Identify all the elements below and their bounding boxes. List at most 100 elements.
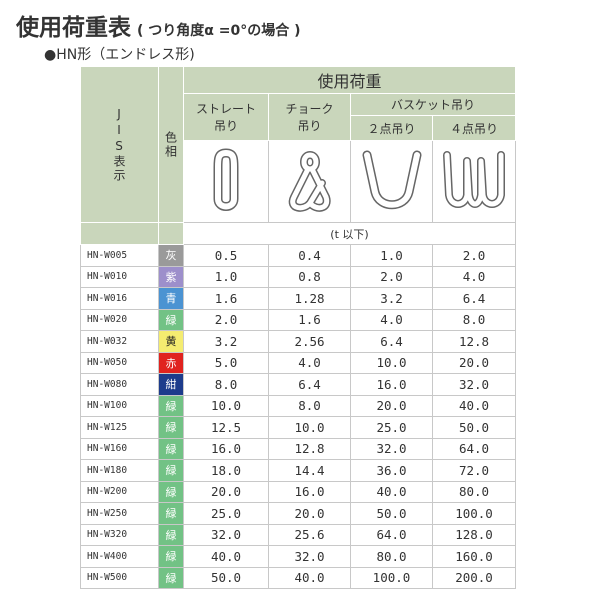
code-cell: HN-W400 [80,545,159,568]
load-cell: 2.0 [183,308,269,331]
icon-cell [268,140,351,223]
row: HN-W180 緑 18.0 14.4 36.0 72.0 [80,459,517,482]
load-cell: 2.0 [431,244,517,267]
hue-cell: 緑 [158,459,184,482]
load-cell: 2.56 [268,330,351,353]
load-cell: 32.0 [350,437,433,460]
code-cell: HN-W020 [80,308,159,331]
hue-cell: 緑 [158,416,184,439]
color-spacer [158,222,184,245]
code-cell: HN-W080 [80,373,159,396]
row: HN-W200 緑 20.0 16.0 40.0 80.0 [80,480,517,503]
jis-header-text: JIS表示 [112,106,126,183]
jis-header: JIS表示 [80,66,159,223]
load-cell: 0.8 [268,265,351,288]
load-cell: 0.5 [183,244,269,267]
code-cell: HN-W032 [80,330,159,353]
code-cell: HN-W180 [80,459,159,482]
load-cell: 40.0 [268,566,351,589]
load-cell: 1.6 [268,308,351,331]
code-cell: HN-W050 [80,351,159,374]
choke-header: チョーク 吊り [268,93,351,141]
row: HN-W020 緑 2.0 1.6 4.0 8.0 [80,308,517,331]
code-cell: HN-W160 [80,437,159,460]
hue-cell: 紺 [158,373,184,396]
load-cell: 20.0 [183,480,269,503]
load-cell: 8.0 [183,373,269,396]
load-cell: 3.2 [350,287,433,310]
code-cell: HN-W010 [80,265,159,288]
code-cell: HN-W200 [80,480,159,503]
code-cell: HN-W016 [80,287,159,310]
load-cell: 50.0 [183,566,269,589]
jis-spacer [80,222,159,245]
load-cell: 20.0 [431,351,517,374]
hue-cell: 緑 [158,545,184,568]
row: HN-W500 緑 50.0 40.0 100.0 200.0 [80,566,517,589]
load-cell: 16.0 [183,437,269,460]
load-cell: 8.0 [431,308,517,331]
row: HN-W100 緑 10.0 8.0 20.0 40.0 [80,394,517,417]
straight-line: 吊り [213,119,238,133]
load-cell: 14.4 [268,459,351,482]
row: HN-W080 紺 8.0 6.4 16.0 32.0 [80,373,517,396]
load-cell: 80.0 [350,545,433,568]
load-cell: 1.6 [183,287,269,310]
row: HN-W010 紫 1.0 0.8 2.0 4.0 [80,265,517,288]
load-cell: 5.0 [183,351,269,374]
load-cell: 4.0 [268,351,351,374]
load-cell: 12.5 [183,416,269,439]
load-header: 使用荷重 [182,66,517,94]
load-cell: 1.0 [350,244,433,267]
subtitle: ( つり角度α =0°の場合 ) [137,23,301,39]
color-header-text: 色相 [163,130,178,159]
title: 使用荷重表 [16,15,131,41]
four-point-header: ４点吊り [431,115,517,141]
icon-cell [183,140,269,223]
load-cell: 25.6 [268,523,351,546]
load-table: JIS表示 色相 使用荷重 ストレート 吊り チョーク 吊り バスケット吊り ２点吊… [80,66,517,589]
code-cell: HN-W005 [80,244,159,267]
load-cell: 100.0 [431,502,517,525]
load-cell: 128.0 [431,523,517,546]
straight-header: ストレート 吊り [183,93,269,141]
two-point-icon [362,150,421,209]
row: HN-W050 赤 5.0 4.0 10.0 20.0 [80,351,517,374]
load-cell: 10.0 [350,351,433,374]
load-cell: 32.0 [431,373,517,396]
load-cell: 25.0 [350,416,433,439]
load-cell: 32.0 [268,545,351,568]
hue-cell: 緑 [158,502,184,525]
hue-cell: 紫 [158,265,184,288]
load-cell: 40.0 [431,394,517,417]
load-cell: 25.0 [183,502,269,525]
choke-icon [288,150,331,212]
load-cell: 36.0 [350,459,433,482]
load-cell: 64.0 [350,523,433,546]
load-cell: 10.0 [268,416,351,439]
hue-cell: 緑 [158,394,184,417]
row: HN-W016 青 1.6 1.28 3.2 6.4 [80,287,517,310]
code-cell: HN-W100 [80,394,159,417]
load-cell: 72.0 [431,459,517,482]
row: HN-W005 灰 0.5 0.4 1.0 2.0 [80,244,517,267]
load-cell: 160.0 [431,545,517,568]
load-cell: 4.0 [431,265,517,288]
load-cell: 1.28 [268,287,351,310]
row: HN-W400 緑 40.0 32.0 80.0 160.0 [80,545,517,568]
hue-cell: 緑 [158,437,184,460]
hue-cell: 緑 [158,480,184,503]
hue-cell: 青 [158,287,184,310]
row: HN-W125 緑 12.5 10.0 25.0 50.0 [80,416,517,439]
load-cell: 8.0 [268,394,351,417]
basket-header: バスケット吊り [349,93,517,116]
load-cell: 100.0 [350,566,433,589]
load-cell: 80.0 [431,480,517,503]
hue-cell: 黄 [158,330,184,353]
load-cell: 6.4 [350,330,433,353]
load-cell: 1.0 [183,265,269,288]
unit-label: (t 以下) [182,222,517,245]
row: HN-W032 黄 3.2 2.56 6.4 12.8 [80,330,517,353]
load-cell: 40.0 [183,545,269,568]
hue-cell: 緑 [158,523,184,546]
